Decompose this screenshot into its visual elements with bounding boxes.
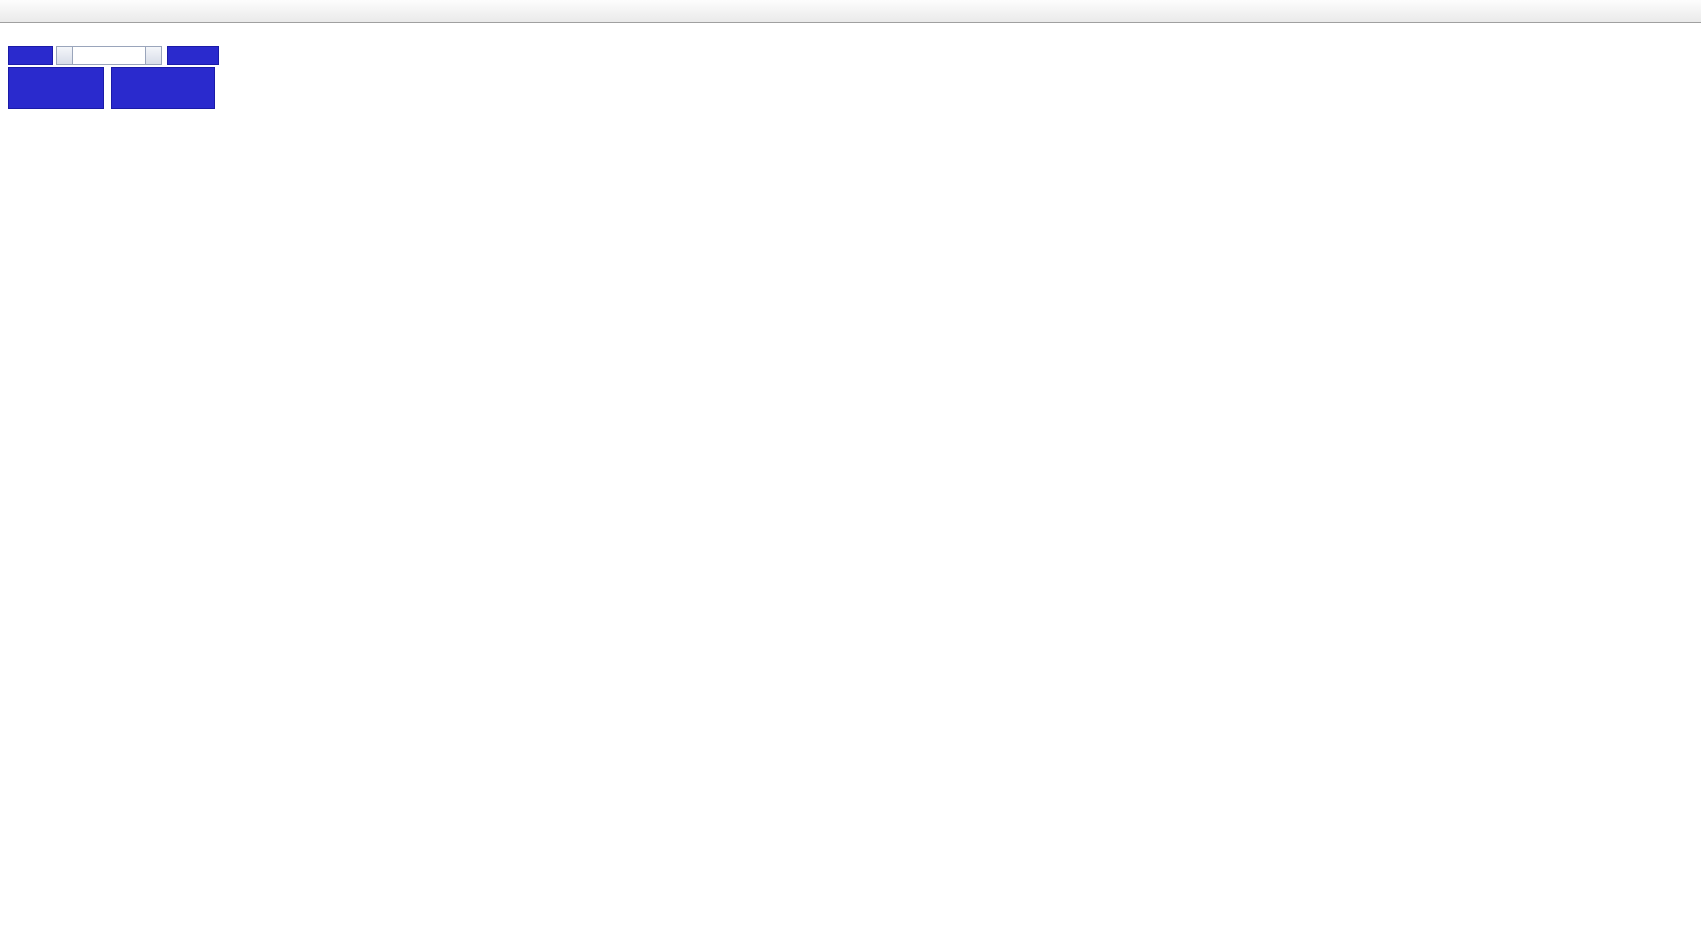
- chart-ohlc-header: [6, 28, 30, 42]
- sell-button[interactable]: [8, 46, 53, 65]
- volume-decrease-button[interactable]: [56, 46, 73, 65]
- buy-price-button[interactable]: [111, 67, 215, 109]
- sell-price-button[interactable]: [8, 67, 104, 109]
- one-click-trading-panel: [8, 46, 220, 109]
- buy-button[interactable]: [167, 46, 219, 65]
- volume-input[interactable]: [73, 46, 145, 65]
- volume-increase-button[interactable]: [145, 46, 162, 65]
- main-toolbar: [0, 0, 1701, 23]
